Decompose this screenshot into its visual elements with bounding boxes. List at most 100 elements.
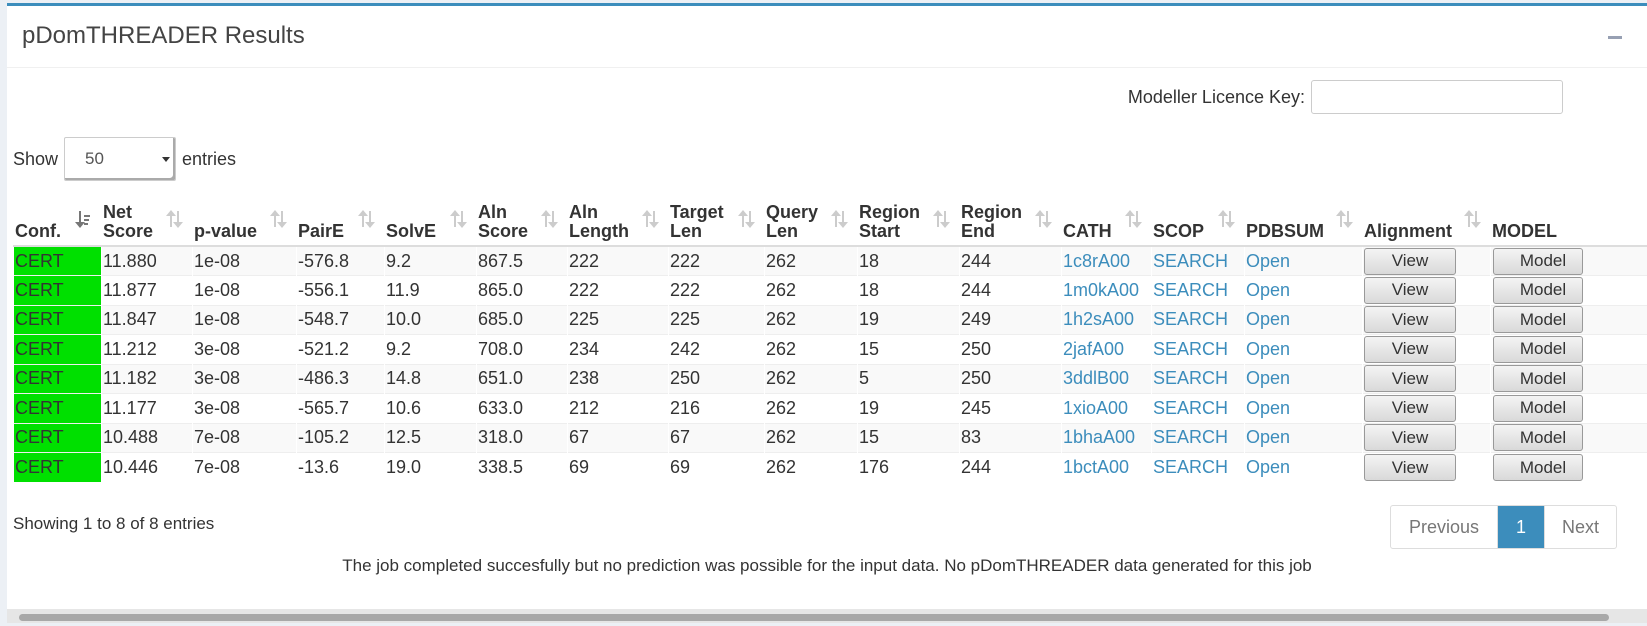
scop-link[interactable]: SEARCH bbox=[1153, 279, 1229, 300]
cell-model: Model bbox=[1490, 363, 1647, 394]
column-header-pdbsum[interactable]: PDBSUM bbox=[1244, 199, 1363, 247]
cell-cath: 1xioA00 bbox=[1061, 393, 1152, 423]
view-alignment-button[interactable]: View bbox=[1364, 335, 1456, 363]
licence-key-input[interactable] bbox=[1311, 80, 1563, 114]
column-header-aln-length[interactable]: Aln Length bbox=[567, 199, 669, 247]
cell-scop: SEARCH bbox=[1151, 304, 1245, 335]
column-header-pair-e[interactable]: PairE bbox=[296, 199, 385, 247]
cell-pair-e: -556.1 bbox=[296, 275, 385, 305]
model-button[interactable]: Model bbox=[1493, 247, 1583, 275]
entries-select[interactable]: 50 bbox=[64, 137, 177, 181]
column-header-model: MODEL bbox=[1490, 199, 1647, 247]
view-alignment-button[interactable]: View bbox=[1364, 276, 1456, 304]
cell-solv-e: 10.6 bbox=[384, 393, 477, 423]
column-header-alignment[interactable]: Alignment bbox=[1362, 199, 1491, 247]
sort-icon bbox=[1125, 210, 1143, 229]
model-button[interactable]: Model bbox=[1493, 394, 1583, 422]
model-button[interactable]: Model bbox=[1493, 454, 1583, 481]
view-alignment-button[interactable]: View bbox=[1364, 394, 1456, 422]
pdbsum-link[interactable]: Open bbox=[1246, 279, 1291, 300]
column-header-label: p-value bbox=[194, 221, 258, 241]
cath-link[interactable]: 1m0kA00 bbox=[1063, 279, 1140, 300]
view-alignment-button[interactable]: View bbox=[1364, 365, 1456, 393]
scrollbar-thumb[interactable] bbox=[19, 614, 1609, 621]
scop-link[interactable]: SEARCH bbox=[1153, 457, 1229, 477]
pagination-page-1[interactable]: 1 bbox=[1498, 506, 1545, 548]
cell-conf: CERT bbox=[13, 304, 102, 335]
cell-model: Model bbox=[1490, 304, 1647, 335]
column-header-label: Start bbox=[859, 221, 901, 241]
table-row: CERT 11.182 3e-08 -486.3 14.8 651.0 238 250 262 5… bbox=[13, 363, 1647, 394]
cell-aln-length: 212 bbox=[567, 393, 669, 423]
cell-query-len: 262 bbox=[764, 304, 858, 335]
column-header-label: Region bbox=[859, 202, 920, 222]
column-header-query-len[interactable]: Query Len bbox=[764, 199, 858, 247]
cath-link[interactable]: 2jafA00 bbox=[1063, 338, 1125, 359]
view-alignment-button[interactable]: View bbox=[1364, 247, 1456, 275]
cell-model: Model bbox=[1490, 334, 1647, 364]
scop-link[interactable]: SEARCH bbox=[1153, 250, 1229, 271]
pdbsum-link[interactable]: Open bbox=[1246, 457, 1291, 477]
cell-query-len: 262 bbox=[764, 452, 858, 482]
view-alignment-button[interactable]: View bbox=[1364, 454, 1456, 481]
cell-target-len: 225 bbox=[668, 304, 765, 335]
sort-icon bbox=[270, 210, 288, 229]
column-header-region-start[interactable]: Region Start bbox=[857, 199, 960, 247]
pagination-previous[interactable]: Previous bbox=[1391, 506, 1498, 548]
cell-aln-score: 708.0 bbox=[476, 334, 568, 364]
model-button[interactable]: Model bbox=[1493, 276, 1583, 304]
column-header-region-end[interactable]: Region End bbox=[959, 199, 1062, 247]
scop-link[interactable]: SEARCH bbox=[1153, 309, 1229, 330]
column-header-net-score[interactable]: Net Score bbox=[101, 199, 193, 247]
model-button[interactable]: Model bbox=[1493, 365, 1583, 393]
cell-conf: CERT bbox=[13, 245, 102, 276]
sort-icon bbox=[1035, 210, 1053, 229]
cell-conf: CERT bbox=[13, 393, 102, 423]
pdbsum-link[interactable]: Open bbox=[1246, 250, 1291, 271]
scop-link[interactable]: SEARCH bbox=[1153, 397, 1229, 418]
scop-link[interactable]: SEARCH bbox=[1153, 338, 1229, 359]
cell-net-score: 10.488 bbox=[101, 422, 193, 453]
column-header-conf[interactable]: Conf. bbox=[13, 199, 102, 247]
cath-link[interactable]: 3ddlB00 bbox=[1063, 368, 1130, 389]
pdbsum-link[interactable]: Open bbox=[1246, 309, 1291, 330]
column-header-solv-e[interactable]: SolvE bbox=[384, 199, 477, 247]
job-message: The job completed succesfully but no pre… bbox=[342, 556, 1312, 575]
cath-link[interactable]: 1bhaA00 bbox=[1063, 427, 1136, 448]
column-header-cath[interactable]: CATH bbox=[1061, 199, 1152, 247]
cell-solv-e: 11.9 bbox=[384, 275, 477, 305]
cell-conf: CERT bbox=[13, 452, 102, 482]
cell-scop: SEARCH bbox=[1151, 393, 1245, 423]
view-alignment-button[interactable]: View bbox=[1364, 306, 1456, 334]
cell-aln-score: 633.0 bbox=[476, 393, 568, 423]
pdbsum-link[interactable]: Open bbox=[1246, 338, 1291, 359]
cath-link[interactable]: 1h2sA00 bbox=[1063, 309, 1135, 330]
cell-region-start: 18 bbox=[857, 245, 960, 276]
pdbsum-link[interactable]: Open bbox=[1246, 397, 1291, 418]
cell-region-start: 19 bbox=[857, 304, 960, 335]
cath-link[interactable]: 1bctA00 bbox=[1063, 457, 1130, 477]
model-button[interactable]: Model bbox=[1493, 335, 1583, 363]
column-header-label: Score bbox=[478, 221, 529, 241]
cath-link[interactable]: 1c8rA00 bbox=[1063, 250, 1131, 271]
sort-icon bbox=[738, 210, 756, 229]
pdbsum-link[interactable]: Open bbox=[1246, 427, 1291, 448]
column-header-label: Len bbox=[670, 221, 703, 241]
cath-link[interactable]: 1xioA00 bbox=[1063, 397, 1129, 418]
pagination-next[interactable]: Next bbox=[1561, 516, 1599, 537]
column-header-scop[interactable]: SCOP bbox=[1151, 199, 1245, 247]
sort-icon bbox=[541, 210, 559, 229]
scop-link[interactable]: SEARCH bbox=[1153, 368, 1229, 389]
horizontal-scrollbar[interactable] bbox=[7, 609, 1647, 623]
column-header-p-value[interactable]: p-value bbox=[192, 199, 297, 247]
column-header-aln-score[interactable]: Aln Score bbox=[476, 199, 568, 247]
column-header-label: Target bbox=[670, 202, 724, 222]
scop-link[interactable]: SEARCH bbox=[1153, 427, 1229, 448]
pdbsum-link[interactable]: Open bbox=[1246, 368, 1291, 389]
view-alignment-button[interactable]: View bbox=[1364, 424, 1456, 452]
model-button[interactable]: Model bbox=[1493, 424, 1583, 452]
minus-icon[interactable] bbox=[1605, 20, 1625, 40]
model-button[interactable]: Model bbox=[1493, 306, 1583, 334]
column-header-target-len[interactable]: Target Len bbox=[668, 199, 765, 247]
column-header-label: Region bbox=[961, 202, 1022, 222]
